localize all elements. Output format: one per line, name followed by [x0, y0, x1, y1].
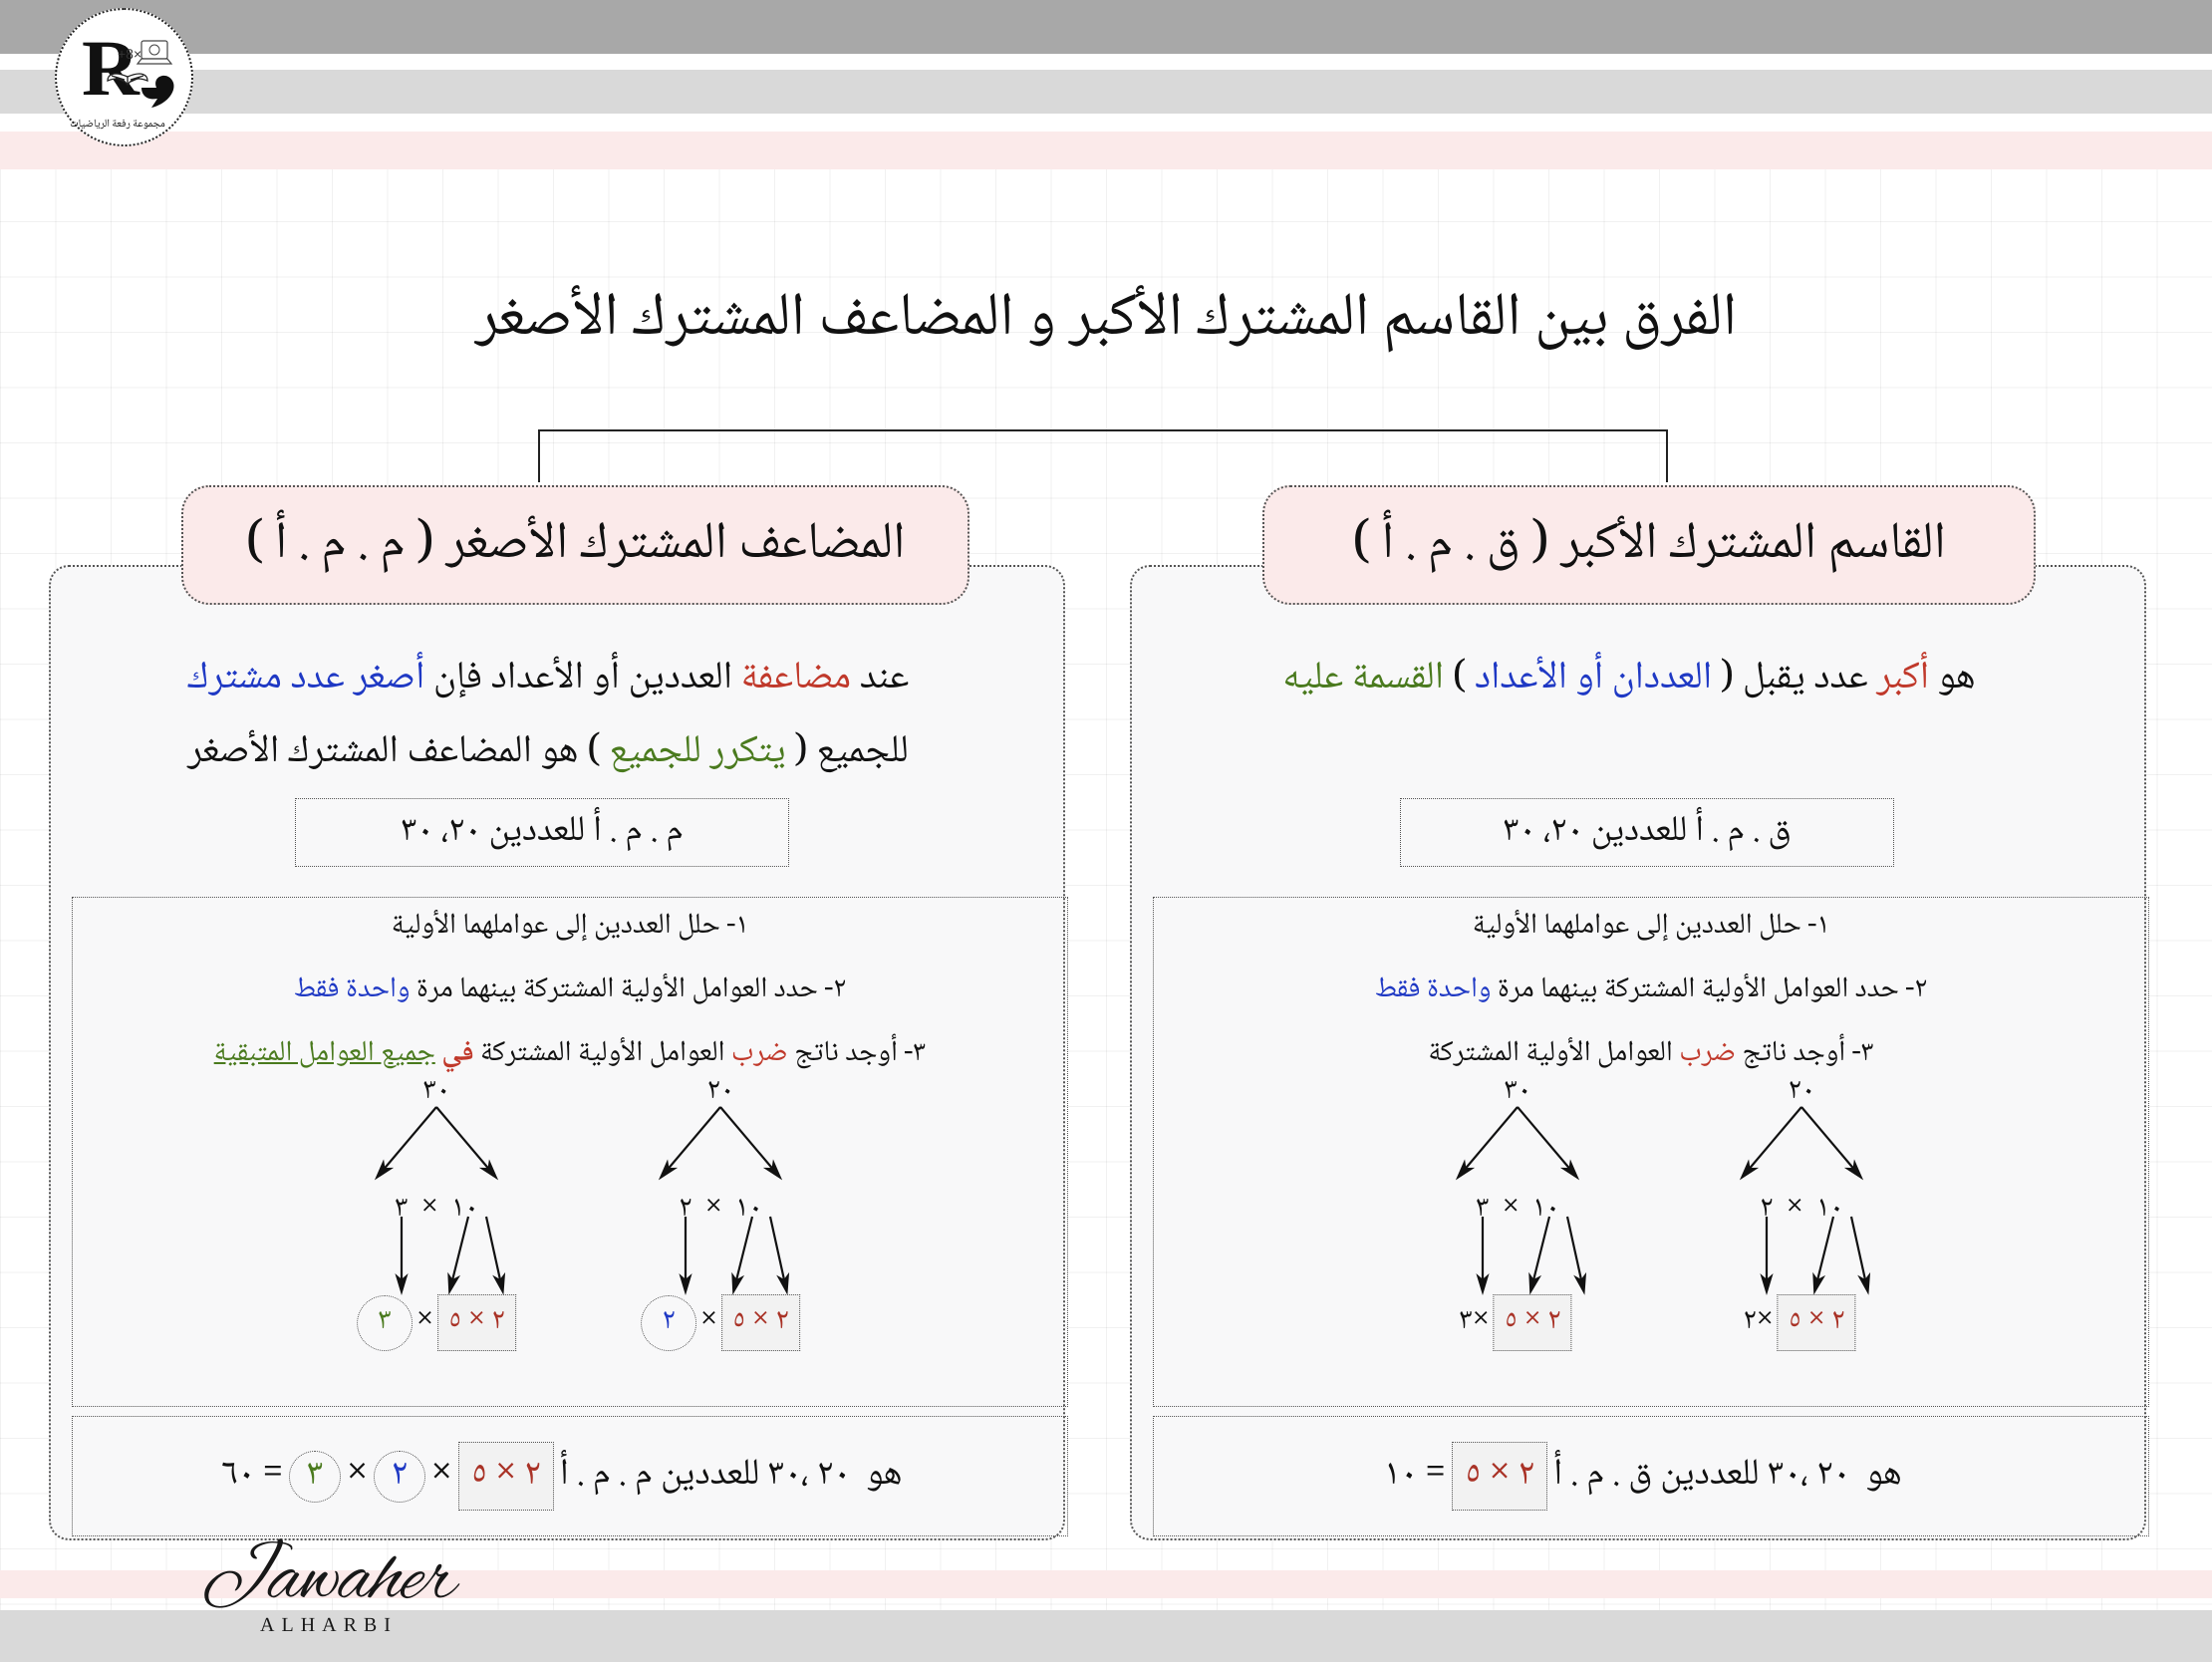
svg-text:+8×: +8×: [118, 46, 141, 62]
svg-text:مجموعة رفعة الرياضيات: مجموعة رفعة الرياضيات: [70, 115, 165, 134]
svg-text:R: R: [82, 25, 140, 113]
